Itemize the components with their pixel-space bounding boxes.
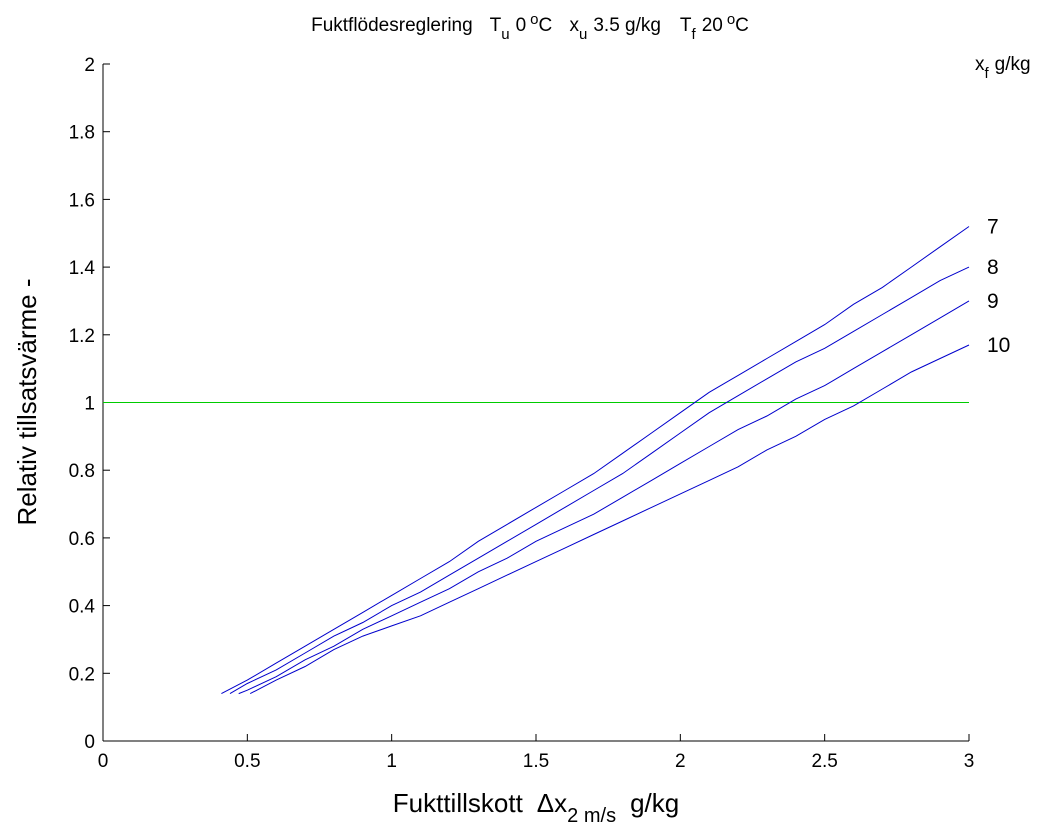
- y-tick-label: 0.4: [69, 597, 96, 618]
- y-tick-label: 1.6: [69, 190, 95, 211]
- series-line-10: [249, 344, 970, 695]
- series-label-9: 9: [987, 290, 999, 313]
- x-tick-label: 2.5: [811, 751, 837, 772]
- y-tick-label: 1: [84, 394, 95, 415]
- y-tick-label: 1.2: [69, 326, 95, 347]
- x-tick-label: 3: [964, 751, 975, 772]
- series-line-8: [229, 266, 970, 695]
- title-tf-symbol: T: [680, 15, 692, 36]
- x-tick-label: 1: [386, 751, 397, 772]
- title-tu-sup: o: [530, 11, 538, 28]
- chart-title: Fuktflödesreglering Tu 0 oC xu 3.5 g/kg Tf 2…: [311, 11, 749, 43]
- series-label-10: 10: [987, 334, 1010, 357]
- y-tick-label: 1.8: [69, 123, 95, 144]
- title-xu-value: 3.5 g/kg: [593, 15, 661, 36]
- y-tick-label: 0.2: [69, 664, 95, 685]
- title-tf-unit: C: [735, 15, 749, 36]
- title-tu-value: 0: [516, 15, 527, 36]
- y-tick-label: 0: [84, 732, 95, 753]
- series-lines: [103, 226, 970, 695]
- ticks: 0 0.2 0.4 0.6 0.8 1 1.2 1.4 1.6 1.8 2 0 0.5 1 1.5 2 2.5 3: [69, 55, 975, 772]
- title-tf-sup: o: [727, 11, 735, 28]
- legend-title-symbol: x: [975, 54, 985, 75]
- x-axis-title-main: Fukttillskott: [393, 788, 524, 818]
- legend-title-unit: g/kg: [995, 54, 1031, 75]
- x-tick-label: 2: [675, 751, 686, 772]
- y-tick-label: 0.6: [69, 529, 95, 550]
- title-tu-sub: u: [501, 26, 509, 43]
- title-xu-sub: u: [579, 26, 587, 43]
- x-axis-title: Fukttillskott Δx2 m/s g/kg: [393, 788, 679, 827]
- x-axis-title-unit: g/kg: [630, 788, 679, 818]
- x-tick-label: 0.5: [234, 751, 260, 772]
- x-axis-title-delta: Δx: [537, 788, 567, 818]
- y-axis-title: Relativ tillsatsvärme -: [12, 278, 42, 525]
- title-xu-symbol: x: [570, 15, 580, 36]
- series-labels: 7 8 9 10: [987, 215, 1010, 356]
- title-tu-unit: C: [539, 15, 553, 36]
- series-line-7: [221, 226, 970, 695]
- title-tf-value: 20: [702, 15, 723, 36]
- series-label-7: 7: [987, 215, 999, 238]
- legend-title: xf g/kg: [975, 54, 1031, 82]
- series-line-9: [238, 300, 970, 695]
- legend-title-sub: f: [985, 65, 990, 82]
- y-tick-label: 1.4: [69, 258, 96, 279]
- x-tick-label: 1.5: [523, 751, 549, 772]
- series-label-8: 8: [987, 256, 999, 279]
- title-tu-symbol: T: [490, 15, 502, 36]
- x-tick-label: 0: [98, 751, 109, 772]
- x-axis-title-sub: 2 m/s: [567, 805, 616, 827]
- y-tick-label: 2: [84, 55, 95, 76]
- title-tf-sub: f: [692, 26, 697, 43]
- title-prefix: Fuktflödesreglering: [311, 15, 473, 36]
- y-tick-label: 0.8: [69, 461, 95, 482]
